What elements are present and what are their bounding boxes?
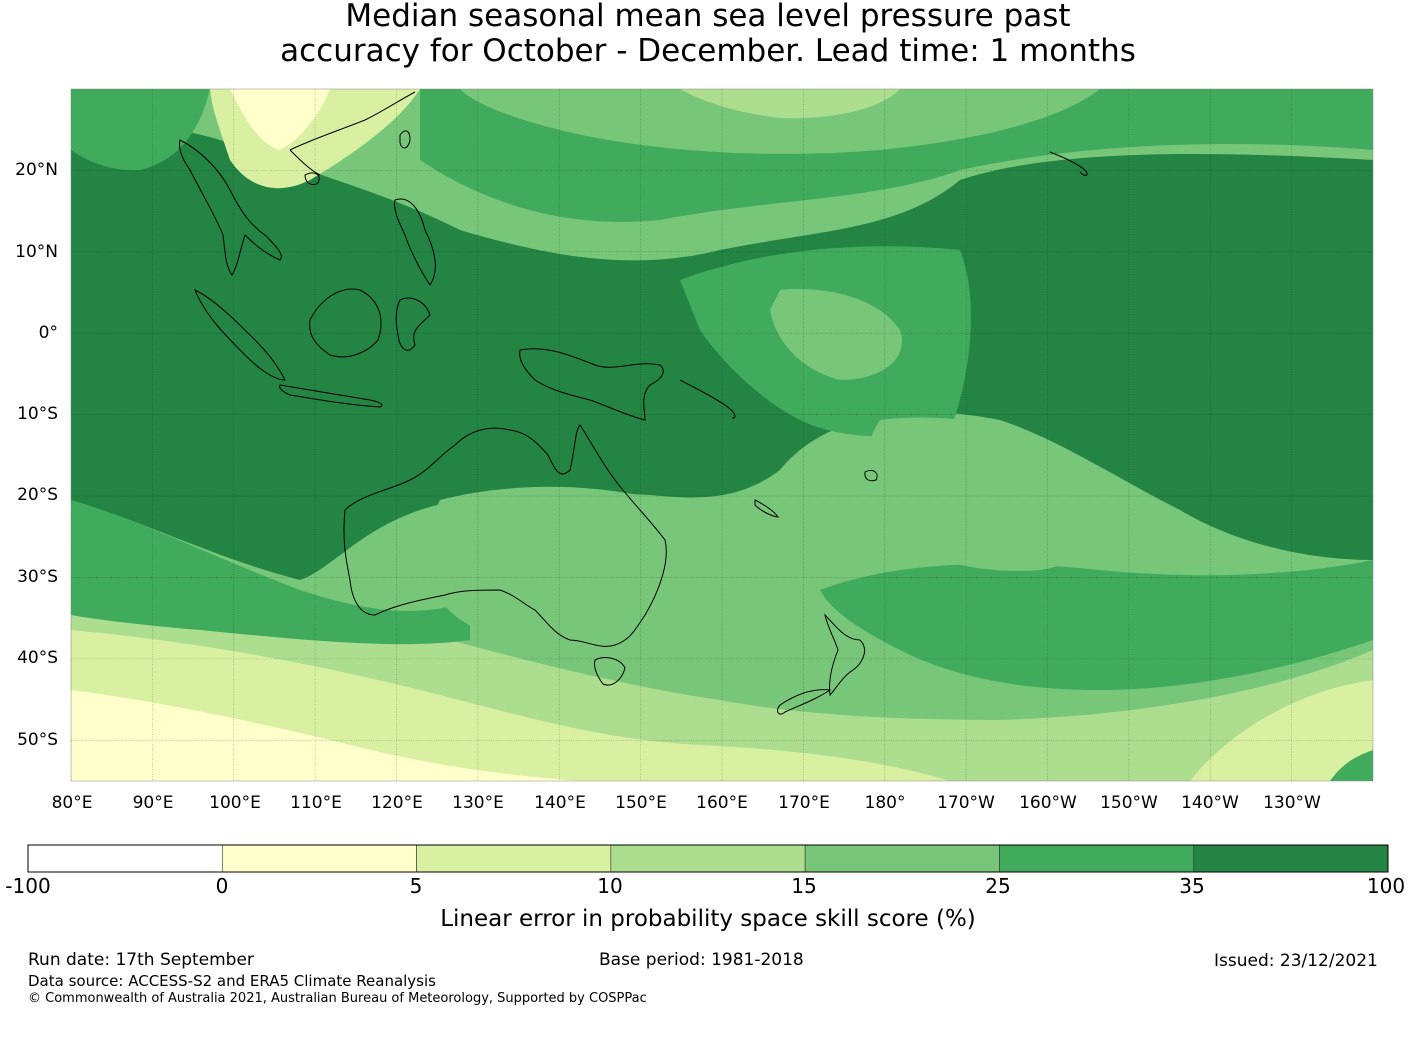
colorbar-title: Linear error in probability space skill … [440, 906, 976, 932]
lat-label: 10°S [17, 404, 58, 424]
lat-label: 20°S [17, 485, 58, 505]
colorbar-tick: 10 [597, 874, 623, 898]
colorbar-tick: 25 [985, 874, 1011, 898]
colorbar-tick: 5 [409, 874, 423, 898]
lon-label: 130°E [452, 793, 504, 813]
field-region-west-green [71, 89, 210, 171]
field-region-se-green [1330, 750, 1373, 781]
lon-label: 80°E [51, 793, 93, 813]
lon-label: 150°E [615, 793, 667, 813]
field-region-central-light [770, 289, 902, 380]
field-region-australia [425, 486, 678, 651]
colorbar-segment [416, 844, 612, 873]
field-region-southpacific-light [865, 417, 1117, 571]
lon-label: 160°E [696, 793, 748, 813]
coast-nz-north [824, 613, 865, 697]
field-region-north-light [460, 89, 1100, 154]
lon-label: 150°W [1100, 793, 1158, 813]
lon-label: 90°E [132, 793, 174, 813]
coast-indochina [179, 139, 282, 276]
colorbar-tick: 0 [215, 874, 229, 898]
colorbar [27, 844, 1389, 873]
coast-fiji [864, 469, 878, 482]
colorbar-tick: 35 [1179, 874, 1205, 898]
lat-label: 30°S [17, 567, 58, 587]
lat-label: 40°S [17, 648, 58, 668]
lat-label: 10°N [15, 242, 58, 262]
coast-nz-south [777, 689, 832, 715]
colorbar-tick: -100 [5, 874, 51, 898]
field-region-se-pale [1190, 680, 1373, 781]
map-frame [70, 88, 1374, 782]
coast-new-caledonia [754, 499, 779, 518]
coast-sumatra [194, 288, 286, 381]
lon-label: 130°W [1263, 793, 1321, 813]
lon-label: 160°W [1019, 793, 1077, 813]
run-date: Run date: 17th September [28, 950, 254, 970]
chart-title-line-2: accuracy for October - December. Lead ti… [280, 33, 1136, 69]
colorbar-segment [804, 844, 1000, 873]
lon-label: 170°W [937, 793, 995, 813]
coast-new-guinea [519, 348, 664, 421]
colorbar-segment [1193, 844, 1389, 873]
field-region-north-pale [680, 89, 900, 119]
lon-label: 170°E [778, 793, 830, 813]
gridlines [71, 89, 1373, 781]
coast-taiwan [399, 130, 411, 149]
coast-hawaii [1049, 151, 1088, 176]
colorbar-segment [27, 844, 223, 873]
copyright: © Commonwealth of Australia 2021, Austra… [28, 991, 647, 1006]
lat-label: 0° [38, 323, 58, 343]
colorbar-segment [221, 844, 417, 873]
coastlines [179, 91, 1088, 715]
coast-hainan [304, 172, 320, 186]
skill-field [71, 89, 1373, 781]
colorbar-frame [27, 844, 1389, 873]
issued-date: Issued: 23/12/2021 [1214, 951, 1378, 971]
field-region-tasman [820, 560, 1373, 690]
lat-label: 50°S [17, 730, 58, 750]
chart-title-line-1: Median seasonal mean sea level pressure … [345, 0, 1071, 34]
lat-label: 20°N [15, 160, 58, 180]
data-source: Data source: ACCESS-S2 and ERA5 Climate … [28, 972, 436, 990]
field-region-southern-verypale [71, 690, 580, 781]
coast-australia [343, 424, 667, 647]
colorbar-segment [610, 844, 806, 873]
lon-label: 110°E [290, 793, 342, 813]
field-region-sw-green [71, 500, 470, 645]
lon-label: 180° [864, 793, 906, 813]
coast-china-south [289, 91, 416, 176]
colorbar-segment [999, 844, 1195, 873]
lon-label: 140°E [534, 793, 586, 813]
coast-philippines [394, 198, 436, 286]
field-region-asia-verypale [230, 89, 330, 150]
coast-java [279, 384, 383, 408]
coast-tasmania [594, 657, 626, 686]
coast-solomons [679, 379, 736, 419]
colorbar-tick: 15 [791, 874, 817, 898]
coast-sulawesi [395, 297, 431, 351]
base-period: Base period: 1981-2018 [599, 950, 804, 970]
lon-label: 100°E [209, 793, 261, 813]
coast-borneo [309, 288, 382, 358]
colorbar-tick: 100 [1366, 874, 1406, 898]
lon-label: 120°E [371, 793, 423, 813]
lon-label: 140°W [1181, 793, 1239, 813]
